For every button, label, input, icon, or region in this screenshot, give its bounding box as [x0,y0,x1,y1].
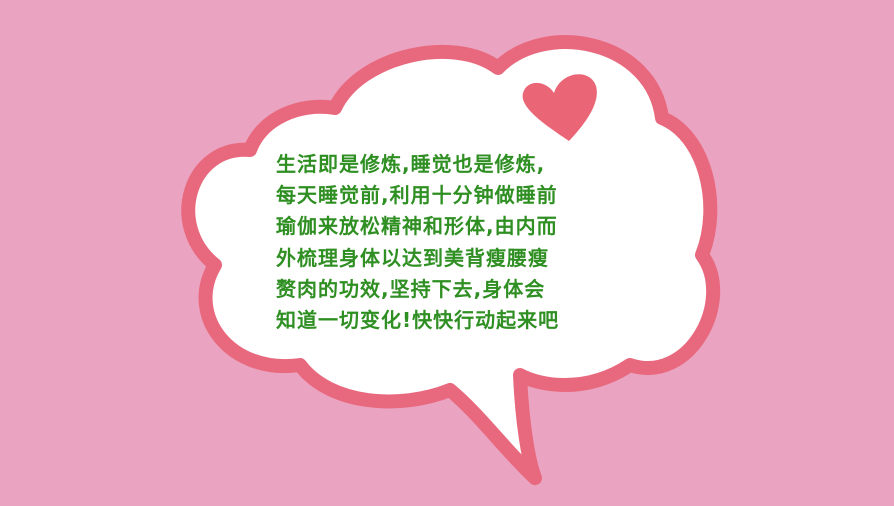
message-line: 生活即是修炼,睡觉也是修炼, [276,152,546,176]
speech-bubble-outline [181,35,720,485]
message-line: 每天睡觉前,利用十分钟做睡前 [276,183,558,208]
message-line: 瑜伽来放松精神和形体,由内而 [276,214,558,239]
message-text: 生活即是修炼,睡觉也是修炼, 每天睡觉前,利用十分钟做睡前 瑜伽来放松精神和形体… [276,149,656,336]
heart-icon [522,74,597,141]
message-line: 知道一切变化!快快行动起来吧 [276,307,560,332]
message-line: 赘肉的功效,坚持下去,身体会 [276,276,546,301]
message-line: 外梳理身体以达到美背瘦腰瘦 [276,245,549,270]
